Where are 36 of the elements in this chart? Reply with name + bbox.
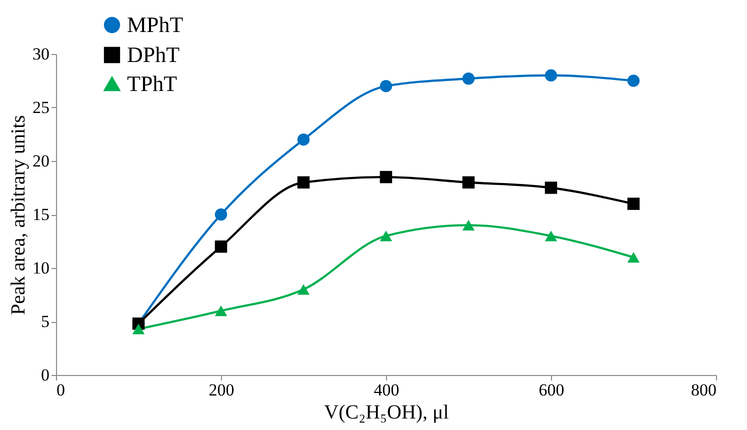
point bbox=[544, 182, 558, 194]
x-axis-title: V(C₂H₅OH), μl bbox=[324, 402, 450, 424]
legend-label: MPhT bbox=[127, 12, 184, 37]
legend-label: TPhT bbox=[127, 71, 178, 96]
y-tick-label: 20 bbox=[32, 152, 50, 170]
point bbox=[544, 230, 558, 242]
y-tick-label: 5 bbox=[41, 312, 50, 331]
x-tick-label: 400 bbox=[374, 380, 400, 400]
point bbox=[627, 74, 640, 87]
point bbox=[214, 208, 228, 221]
point bbox=[214, 240, 228, 253]
x-tick-label: 200 bbox=[208, 380, 234, 400]
y-tick-label: 15 bbox=[32, 205, 50, 224]
point bbox=[544, 69, 558, 82]
point bbox=[132, 324, 145, 334]
point bbox=[462, 220, 475, 231]
point bbox=[297, 133, 310, 146]
x-tick-label: 800 bbox=[691, 380, 716, 400]
point bbox=[297, 176, 310, 189]
legend-label: DPhT bbox=[127, 42, 180, 67]
point bbox=[462, 72, 475, 85]
x-tick-label: 0 bbox=[56, 380, 65, 400]
point bbox=[627, 252, 640, 263]
point bbox=[214, 305, 228, 316]
x-tick-label: 600 bbox=[538, 380, 564, 400]
point bbox=[627, 198, 640, 210]
point bbox=[462, 176, 475, 189]
point bbox=[297, 284, 310, 295]
y-tick-label: 30 bbox=[32, 44, 50, 64]
y-tick-label: 25 bbox=[32, 98, 50, 117]
point bbox=[380, 170, 392, 184]
y-axis-title: Peak area, arbitrary units bbox=[8, 114, 30, 315]
point bbox=[380, 80, 392, 92]
y-tick-label: 10 bbox=[32, 258, 50, 278]
point bbox=[380, 230, 392, 242]
y-tick-label: 0 bbox=[41, 366, 50, 384]
